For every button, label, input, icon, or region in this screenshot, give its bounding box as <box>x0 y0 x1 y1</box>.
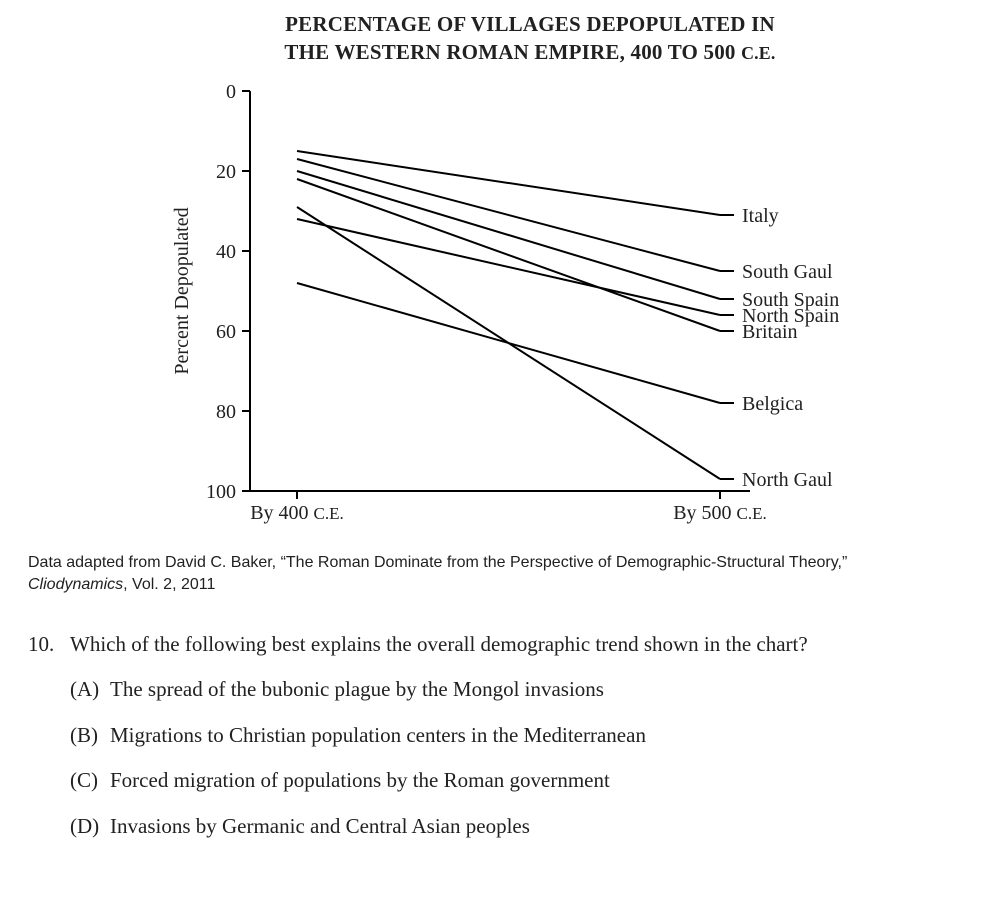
series-line <box>297 207 720 479</box>
y-tick-label: 20 <box>216 161 236 183</box>
chart-title-line1: PERCENTAGE OF VILLAGES DEPOPULATED IN <box>285 12 775 36</box>
x-category-label: By 400 C.E. <box>250 502 344 524</box>
y-tick-label: 40 <box>216 241 236 263</box>
series-label: Britain <box>742 321 798 343</box>
choice-letter: (B) <box>70 721 110 750</box>
choice-text: Invasions by Germanic and Central Asian … <box>110 812 972 841</box>
y-tick-label: 80 <box>216 401 236 423</box>
chart-title: PERCENTAGE OF VILLAGES DEPOPULATED IN TH… <box>120 10 880 67</box>
x-category-label: By 500 C.E. <box>673 502 767 524</box>
series-line <box>297 171 720 299</box>
question-number: 10. <box>28 630 70 659</box>
choice: (C)Forced migration of populations by th… <box>70 766 972 795</box>
choice-text: Forced migration of populations by the R… <box>110 766 972 795</box>
citation-journal: Cliodynamics <box>28 576 123 593</box>
y-axis-label: Percent Depopulated <box>171 207 193 374</box>
choice-letter: (A) <box>70 675 110 704</box>
series-line <box>297 151 720 215</box>
series-label: South Gaul <box>742 261 833 283</box>
question-stem: 10. Which of the following best explains… <box>28 630 972 659</box>
choice-text: The spread of the bubonic plague by the … <box>110 675 972 704</box>
chart-container: PERCENTAGE OF VILLAGES DEPOPULATED IN TH… <box>120 0 880 541</box>
citation-line1: Data adapted from David C. Baker, “The R… <box>28 554 847 571</box>
choice: (A)The spread of the bubonic plague by t… <box>70 675 972 704</box>
choice-letter: (D) <box>70 812 110 841</box>
chart-svg: 0 20 40 60 80 100 By 400 C.E. By 500 C.E. Percen… <box>120 71 880 541</box>
series-label: Italy <box>742 205 779 227</box>
question-block: 10. Which of the following best explains… <box>28 630 972 857</box>
series-label: Belgica <box>742 393 803 415</box>
choice: (B)Migrations to Christian population ce… <box>70 721 972 750</box>
y-tick-label: 60 <box>216 321 236 343</box>
choice-list: (A)The spread of the bubonic plague by t… <box>28 675 972 841</box>
citation-rest: , Vol. 2, 2011 <box>123 576 215 593</box>
choice-letter: (C) <box>70 766 110 795</box>
citation: Data adapted from David C. Baker, “The R… <box>28 552 972 597</box>
question-text: Which of the following best explains the… <box>70 630 972 659</box>
series-label: North Gaul <box>742 469 833 491</box>
chart-title-line2: THE WESTERN ROMAN EMPIRE, 400 TO 500 C.E… <box>284 40 775 64</box>
y-tick-label: 0 <box>226 81 236 103</box>
y-tick-label: 100 <box>206 481 236 503</box>
choice-text: Migrations to Christian population cente… <box>110 721 972 750</box>
choice: (D)Invasions by Germanic and Central Asi… <box>70 812 972 841</box>
